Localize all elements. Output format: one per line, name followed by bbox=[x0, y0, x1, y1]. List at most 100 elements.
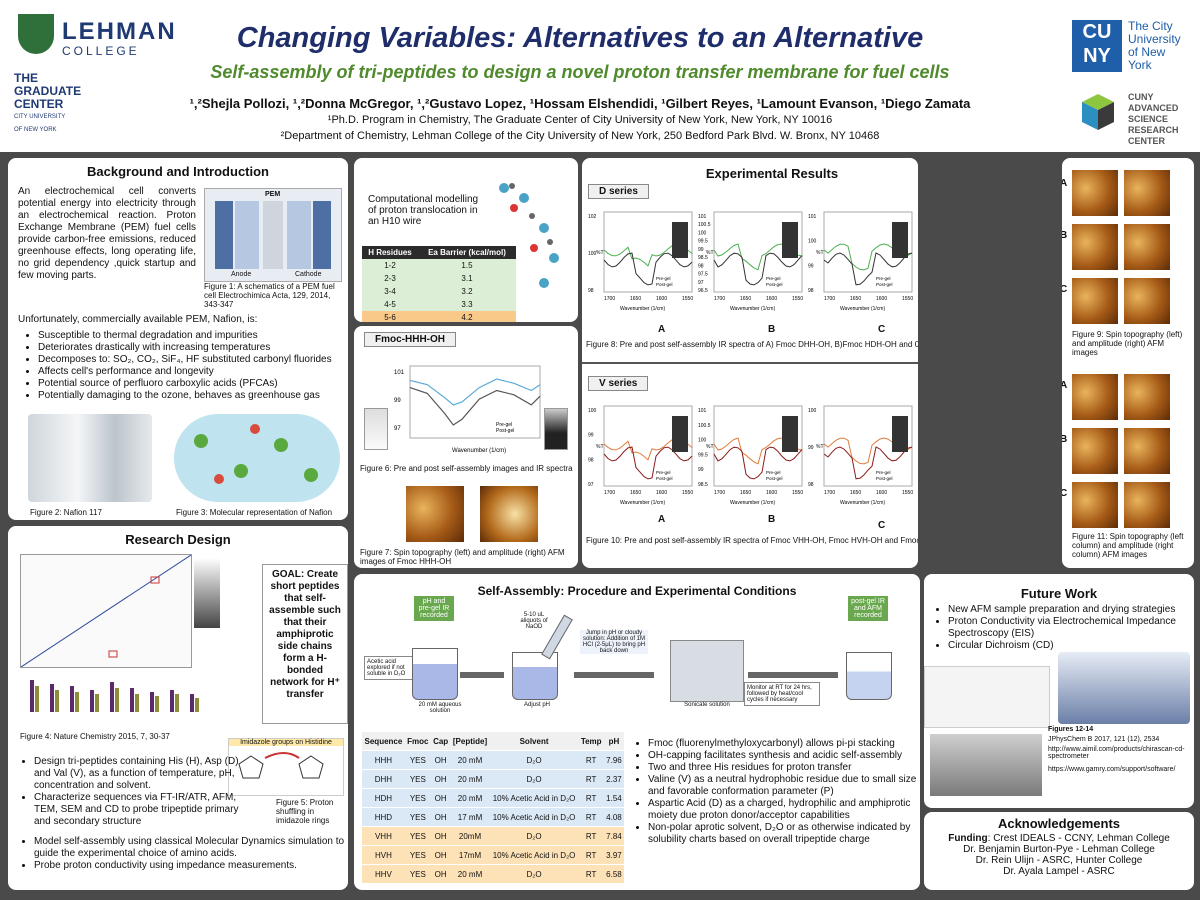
funding-text: : Crest IDEALS - CCNY, Lehman College bbox=[987, 833, 1170, 844]
aq-label: 20 mM aqueous solution bbox=[418, 702, 462, 714]
x-tick: 1550 bbox=[902, 490, 913, 496]
y-axis-label: %T bbox=[706, 444, 714, 450]
x-axis-label: Wavenumber (1/cm) bbox=[452, 448, 506, 454]
background-lead: Unfortunately, commercially available PE… bbox=[18, 314, 258, 325]
afm-image bbox=[1124, 224, 1170, 270]
note-acetic: Acetic acid explored if not soluble in D… bbox=[364, 656, 414, 680]
research-bullets-wide: Model self-assembly using classical Mole… bbox=[14, 836, 348, 872]
y-tick: 98 bbox=[698, 263, 704, 269]
table-cell: OH bbox=[430, 788, 451, 808]
table-row: HHV YES OH 20 mM D₂O RT 6.58 bbox=[362, 864, 624, 884]
table-cell: 10% Acetic Acid in D₂O bbox=[489, 788, 579, 808]
series-post-gel bbox=[713, 446, 803, 480]
future-title: Future Work bbox=[1020, 586, 1098, 601]
y-tick: 98 bbox=[808, 288, 814, 294]
affiliation-2: ²Department of Chemistry, Lehman College… bbox=[280, 130, 880, 142]
imidazole-title: Imidazole groups on Histidine bbox=[229, 739, 343, 746]
fig9-caption: Figure 9: Spin topography (left) and amp… bbox=[1072, 330, 1183, 357]
table-cell: OH bbox=[430, 864, 451, 884]
table-cell: D₂O bbox=[489, 864, 579, 884]
x-tick: 1650 bbox=[850, 296, 861, 302]
x-tick: 1700 bbox=[824, 296, 835, 302]
table-cell: 10% Acetic Acid in D₂O bbox=[489, 807, 579, 827]
afm-image bbox=[1124, 170, 1170, 216]
y-tick: 99 bbox=[394, 398, 401, 404]
bullet: OH-capping facilitates synthesis and aci… bbox=[648, 750, 920, 762]
table-cell: YES bbox=[404, 807, 431, 827]
nafion-photo bbox=[28, 414, 152, 502]
y-tick: 97.5 bbox=[698, 272, 708, 278]
y-axis-label: %T bbox=[596, 250, 604, 256]
bullet: Non-polar aprotic solvent, D₂O or as oth… bbox=[648, 822, 920, 846]
afm-letter-b: B bbox=[1062, 434, 1068, 445]
aliquots-label: 5-10 uL aliquots of NaOD bbox=[520, 612, 548, 630]
future-url2: https://www.gamry.com/support/software/ bbox=[1048, 766, 1176, 773]
computational-text: Computational modelling of proton transl… bbox=[368, 194, 479, 227]
vial-post bbox=[544, 408, 568, 450]
table-cell: RT bbox=[578, 807, 604, 827]
legend-entry: Pre-gel bbox=[876, 470, 891, 475]
table-cell: VHH bbox=[362, 826, 405, 846]
x-axis-label: Wavenumber (1/cm) bbox=[620, 500, 665, 506]
col-header: Solvent bbox=[489, 732, 579, 751]
y-tick: 100 bbox=[588, 408, 597, 414]
x-tick: 1600 bbox=[656, 490, 667, 496]
table-cell: YES bbox=[404, 864, 431, 884]
table-cell: 20 mM bbox=[450, 769, 490, 789]
anode-label: Anode bbox=[231, 271, 252, 278]
y-tick: 97 bbox=[588, 482, 594, 488]
y-axis-label: %T bbox=[706, 250, 714, 256]
y-tick: 99 bbox=[808, 445, 814, 451]
afm-letter-a: A bbox=[1062, 380, 1068, 391]
table-cell: 6.58 bbox=[603, 864, 624, 884]
y-tick: 100 bbox=[698, 438, 707, 444]
y-tick: 97 bbox=[394, 426, 401, 432]
y-tick: 97 bbox=[698, 280, 704, 286]
future-ref: JPhysChem B 2017, 121 (12), 2534 bbox=[1048, 736, 1160, 743]
x-tick: 1650 bbox=[630, 296, 641, 302]
cuny-logo: CU NY bbox=[1072, 20, 1122, 72]
bullet: Circular Dichroism (CD) bbox=[948, 640, 1194, 652]
beaker-3 bbox=[846, 652, 892, 700]
y-axis-label: %T bbox=[596, 444, 604, 450]
poster-subtitle: Self-assembly of tri-peptides to design … bbox=[210, 62, 950, 82]
col-header: Sequence bbox=[362, 732, 405, 751]
fmoc-panel: Fmoc-HHH-OH 101 99 97 Wavenumber (1/cm) … bbox=[354, 326, 578, 568]
bullet: Valine (V) as a neutral hydrophobic resi… bbox=[648, 774, 920, 798]
table-cell: D₂O bbox=[489, 826, 579, 846]
series-post-gel bbox=[603, 446, 693, 480]
vial-photo bbox=[892, 222, 908, 258]
legend-post: Post-gel bbox=[496, 428, 514, 434]
y-axis-label: %T bbox=[816, 444, 824, 450]
afm-image bbox=[1072, 224, 1118, 270]
research-bullets: Design tri-peptides containing His (H), … bbox=[14, 756, 249, 828]
table-cell: OH bbox=[430, 769, 451, 789]
chart-frame bbox=[713, 405, 803, 487]
arrow-1 bbox=[460, 672, 504, 678]
afm-image bbox=[1072, 374, 1118, 420]
y-tick: 100.5 bbox=[698, 423, 711, 429]
fuel-cell-schematic: PEM Anode Cathode bbox=[204, 188, 342, 282]
heatmap-inset bbox=[194, 558, 220, 628]
x-tick: 1550 bbox=[792, 490, 803, 496]
vial-photo bbox=[782, 222, 798, 258]
x-tick: 1600 bbox=[876, 490, 887, 496]
afm-image bbox=[1124, 278, 1170, 324]
table-cell: 10% Acetic Acid in D₂O bbox=[489, 845, 579, 865]
table-cell: D₂O bbox=[489, 769, 579, 789]
table-cell: 20 mM bbox=[450, 750, 490, 770]
series-pre-gel bbox=[409, 378, 541, 406]
x-tick: 1550 bbox=[682, 490, 693, 496]
ack-title: Acknowledgements bbox=[997, 816, 1121, 831]
ea-cell: 2-3 bbox=[384, 274, 396, 283]
y-tick: 98.5 bbox=[698, 255, 708, 261]
nafion-molecular bbox=[174, 414, 340, 502]
arrow-3 bbox=[748, 672, 838, 678]
table-cell: HDH bbox=[362, 788, 405, 808]
table-cell: 7.96 bbox=[603, 750, 624, 770]
sonicator bbox=[670, 640, 744, 702]
col-header: [Peptide] bbox=[450, 732, 490, 751]
afm-image bbox=[1072, 278, 1118, 324]
table-cell: D₂O bbox=[489, 750, 579, 770]
gc-sub: CITY UNIVERSITY OF NEW YORK bbox=[14, 114, 66, 133]
